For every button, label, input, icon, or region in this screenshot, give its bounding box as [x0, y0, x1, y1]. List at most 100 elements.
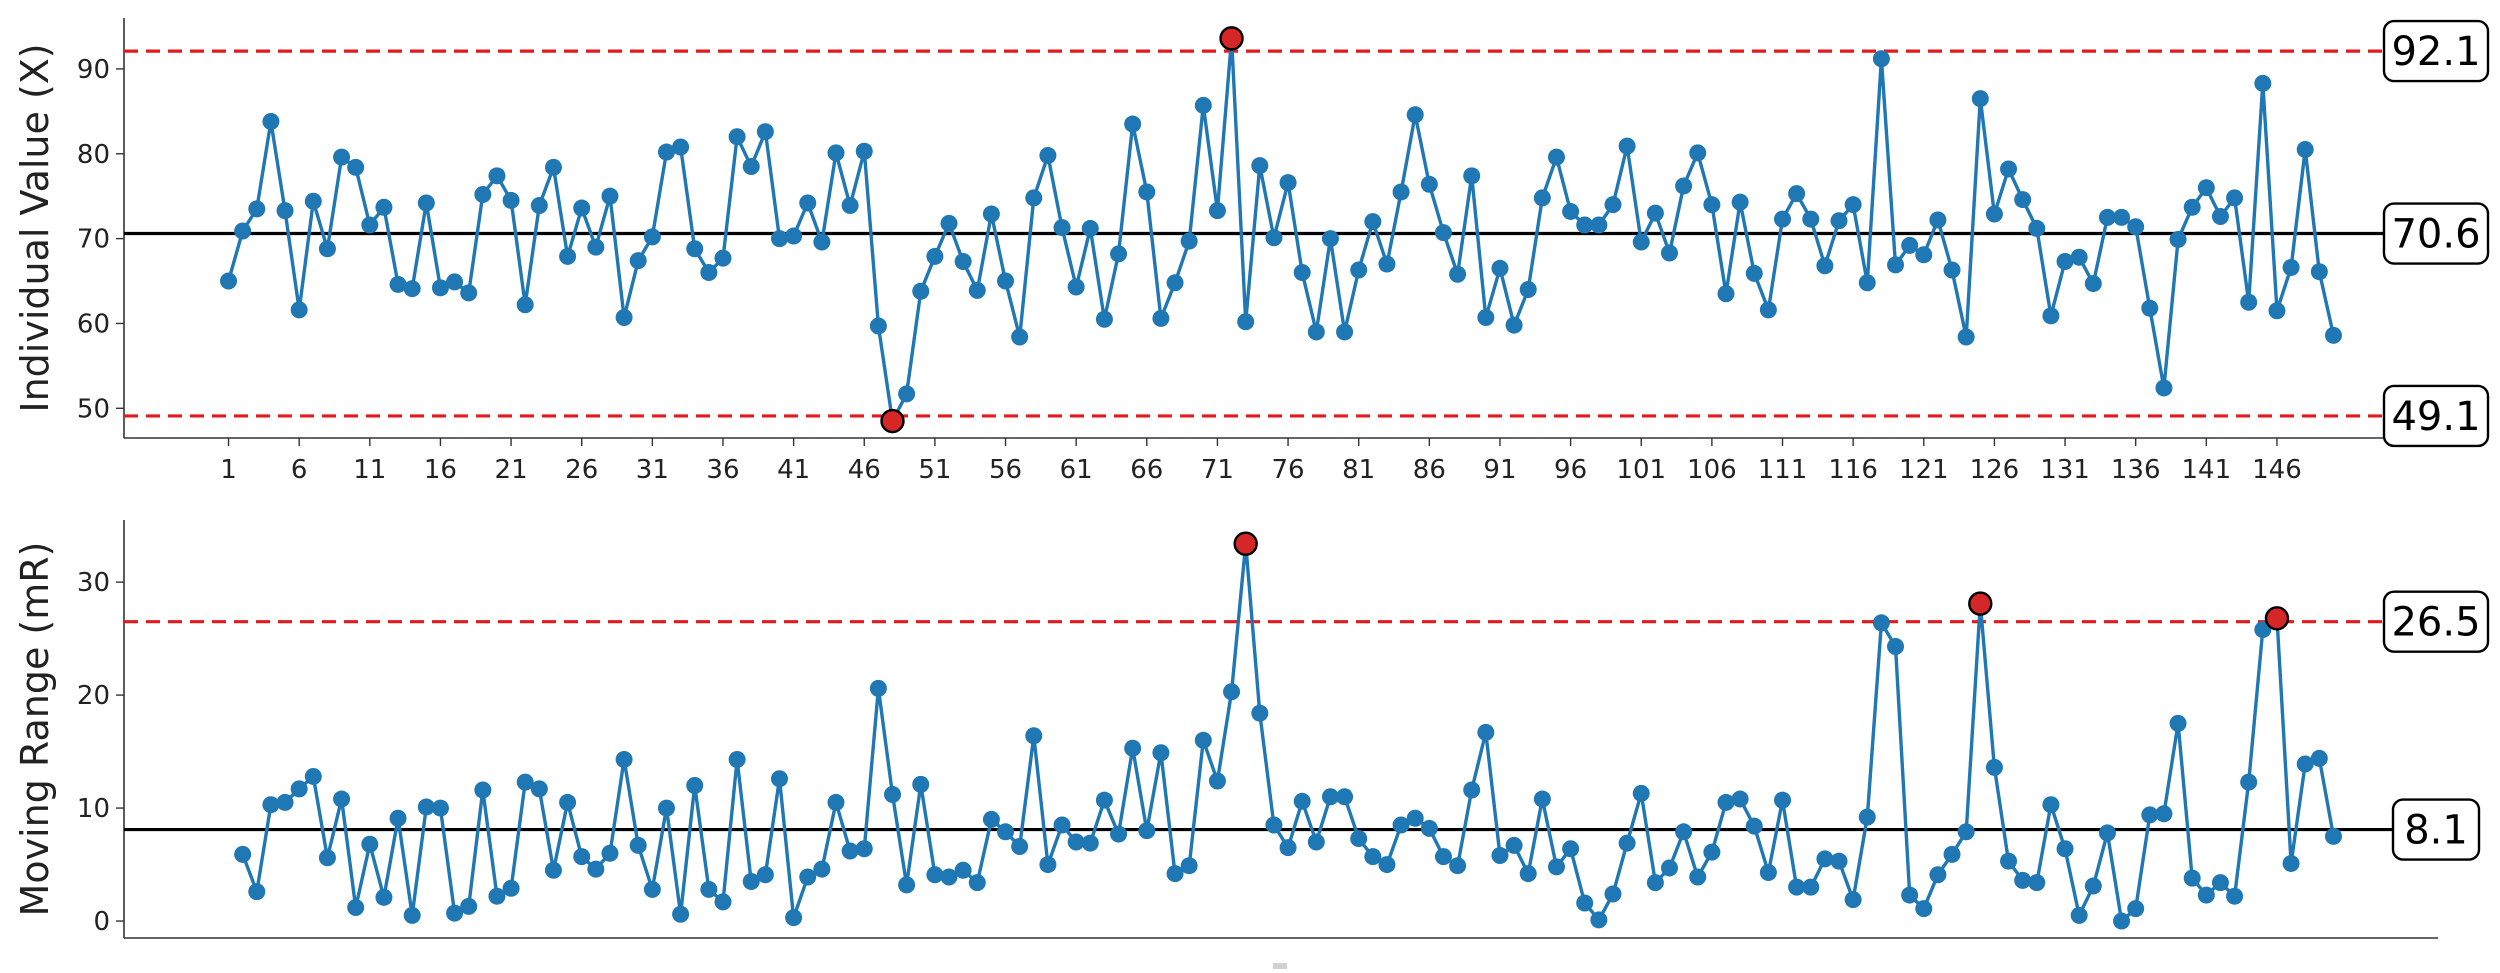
data-point — [1943, 261, 1961, 279]
data-point — [2197, 886, 2215, 904]
data-point — [1110, 245, 1128, 263]
data-point — [1152, 309, 1170, 327]
data-point — [2268, 302, 2286, 320]
data-point — [474, 185, 492, 203]
data-point — [2226, 887, 2244, 905]
data-point — [2028, 219, 2046, 237]
x-tick-label: 146 — [2252, 455, 2302, 485]
x-tick-label: 6 — [291, 455, 308, 485]
data-point — [997, 823, 1015, 841]
data-point — [1293, 264, 1311, 282]
data-point — [559, 793, 577, 811]
data-point — [2254, 74, 2272, 92]
data-point — [1293, 792, 1311, 810]
data-point — [1759, 863, 1777, 881]
data-point — [587, 860, 605, 878]
data-point — [1562, 840, 1580, 858]
data-point — [1434, 224, 1452, 242]
y-tick-label: 30 — [77, 568, 110, 598]
data-point — [898, 876, 916, 894]
data-point — [1717, 793, 1735, 811]
x-tick-label: 71 — [1201, 455, 1234, 485]
data-point — [1830, 212, 1848, 230]
data-point — [276, 793, 294, 811]
data-point — [601, 187, 619, 205]
data-point — [912, 282, 930, 300]
data-point — [1364, 848, 1382, 866]
ucl-label: 26.5 — [2391, 600, 2480, 646]
x-tick-label: 111 — [1758, 455, 1808, 485]
data-point — [1194, 731, 1212, 749]
data-point — [234, 222, 252, 240]
data-point — [954, 861, 972, 879]
data-point — [516, 296, 534, 314]
data-point — [1604, 885, 1622, 903]
data-point — [926, 247, 944, 265]
x-tick-label: 41 — [777, 455, 810, 485]
data-point — [714, 893, 732, 911]
data-point — [1901, 236, 1919, 254]
data-point — [1378, 255, 1396, 273]
data-point — [446, 904, 464, 922]
data-point — [375, 198, 393, 216]
data-point — [389, 809, 407, 827]
data-point — [1095, 791, 1113, 809]
data-point — [1957, 823, 1975, 841]
data-point — [2197, 179, 2215, 197]
data-point — [827, 144, 845, 162]
data-point — [982, 205, 1000, 223]
data-point — [1660, 244, 1678, 262]
data-point — [770, 230, 788, 248]
data-point — [1901, 886, 1919, 904]
data-point — [1039, 856, 1057, 874]
data-point — [1251, 704, 1269, 722]
data-point — [2000, 160, 2018, 178]
data-point — [756, 866, 774, 884]
data-point — [559, 247, 577, 265]
out-of-control-point — [1219, 26, 1244, 51]
data-point — [1731, 790, 1749, 808]
data-point — [1547, 858, 1565, 876]
data-point — [2310, 263, 2328, 281]
data-point — [1618, 137, 1636, 155]
data-point — [234, 845, 252, 863]
data-point — [601, 844, 619, 862]
data-point — [2070, 906, 2088, 924]
data-point — [728, 751, 746, 769]
data-point — [1279, 839, 1297, 857]
data-point — [940, 868, 958, 886]
data-point — [615, 309, 633, 327]
data-point — [1180, 232, 1198, 250]
out-of-control-point — [2264, 606, 2290, 631]
data-point — [2296, 141, 2314, 159]
data-point — [248, 883, 266, 901]
x-tick-label: 76 — [1272, 455, 1305, 485]
data-point — [1449, 265, 1467, 283]
data-point — [714, 249, 732, 267]
data-point — [2296, 755, 2314, 773]
ucl-label-box — [2382, 590, 2490, 653]
data-point — [672, 138, 690, 156]
x-tick-label: 116 — [1828, 455, 1878, 485]
data-point — [1533, 189, 1551, 207]
data-point — [1350, 261, 1368, 279]
data-point — [657, 143, 675, 161]
center-label-box — [2391, 798, 2481, 861]
data-point — [2310, 749, 2328, 767]
data-point — [1971, 90, 1989, 108]
data-point — [1067, 278, 1085, 296]
data-point — [1957, 328, 1975, 346]
data-point — [276, 202, 294, 220]
data-point — [2211, 208, 2229, 226]
data-point — [1774, 210, 1792, 228]
data-point — [290, 780, 308, 798]
data-point — [1265, 229, 1283, 247]
data-point — [1830, 852, 1848, 870]
data-point — [1011, 837, 1029, 855]
data-point — [1675, 177, 1693, 195]
data-point — [1392, 816, 1410, 834]
data-point — [1985, 205, 2003, 223]
data-point — [785, 909, 803, 927]
data-point — [742, 873, 760, 891]
